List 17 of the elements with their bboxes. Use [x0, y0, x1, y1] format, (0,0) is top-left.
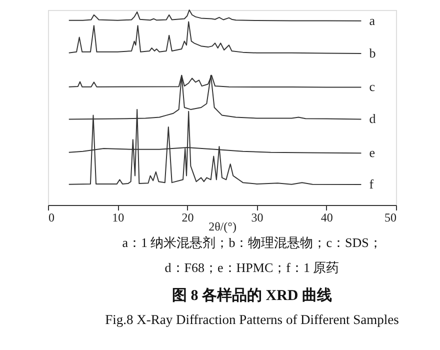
x-tick-label: 40 — [320, 210, 333, 224]
x-tick-label: 10 — [112, 210, 124, 224]
series-label: e — [369, 145, 376, 160]
series-label: d — [369, 111, 376, 126]
text: Fig.8 X-Ray Diffraction Patterns of Different Samples — [105, 312, 399, 327]
series-label: f — [369, 176, 374, 192]
series-label: a — [369, 12, 376, 28]
x-tick-label: 0 — [48, 210, 54, 224]
series-label: b — [369, 45, 376, 60]
text: 图 8 各样品的 XRD 曲线 — [172, 287, 332, 304]
text: d：F68；e：HPMC；f：1 原药 — [164, 260, 340, 275]
series-label: c — [369, 79, 376, 94]
text: a：1 纳米混悬剂；b：物理混悬物；c：SDS； — [122, 235, 382, 250]
x-axis-title: 2θ/(°) — [208, 220, 236, 234]
x-tick-label: 30 — [251, 210, 264, 224]
x-tick-label: 20 — [182, 210, 194, 224]
x-tick-label: 50 — [384, 210, 396, 224]
